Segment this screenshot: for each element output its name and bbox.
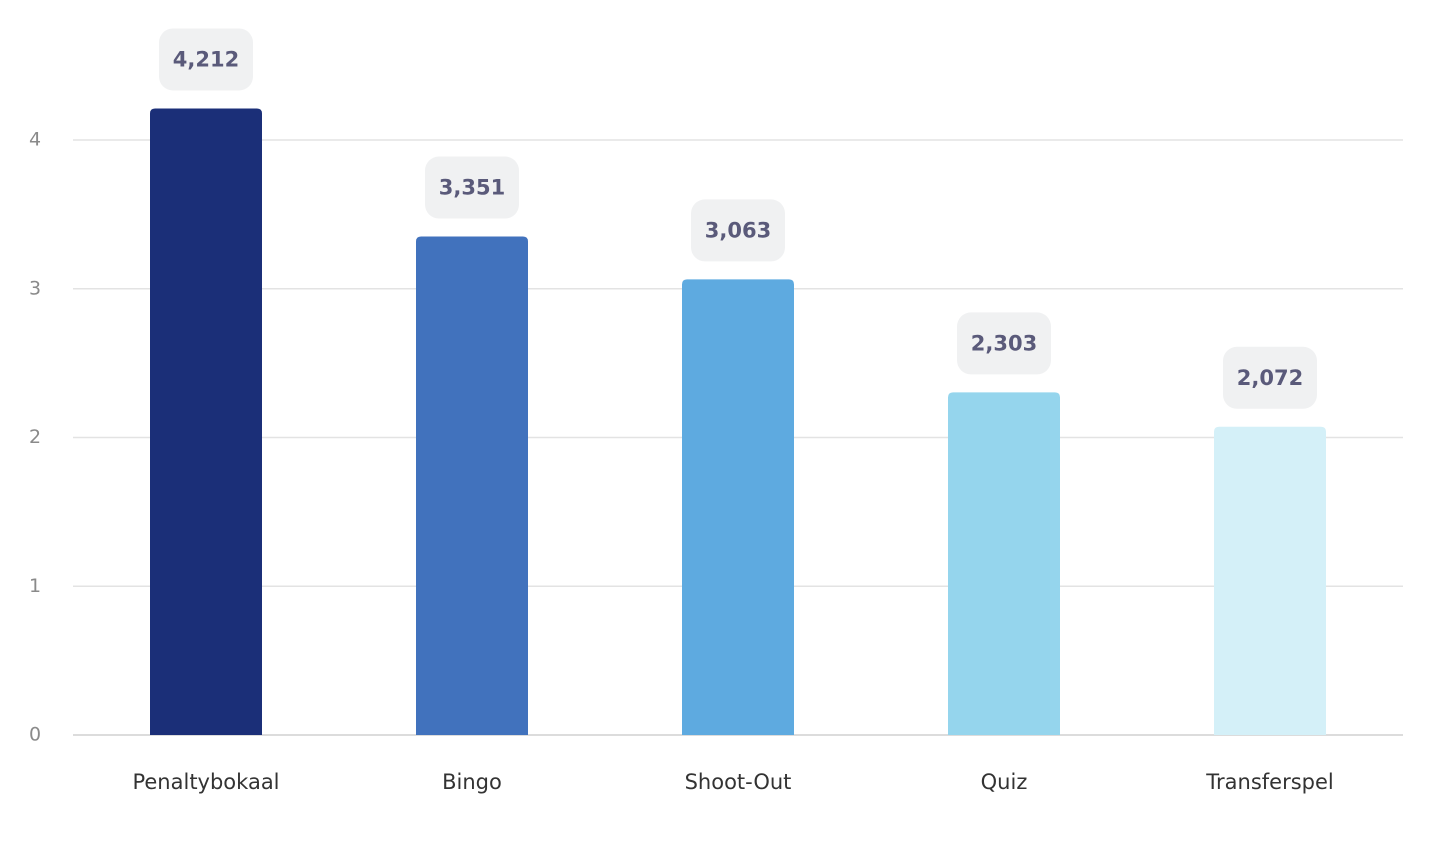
bar	[682, 279, 794, 735]
y-tick-label: 4	[29, 129, 41, 151]
value-label-box	[957, 312, 1051, 375]
value-label-box	[691, 199, 785, 262]
value-label-box	[425, 156, 519, 219]
y-tick-label: 3	[29, 277, 41, 299]
value-label: 4,212	[173, 47, 239, 71]
value-label: 2,072	[1237, 366, 1303, 390]
bar	[948, 392, 1060, 735]
x-tick-label: Quiz	[981, 770, 1028, 794]
y-tick-label: 1	[29, 575, 41, 597]
y-tick-label: 0	[29, 724, 41, 746]
bar	[1214, 426, 1326, 735]
bar	[416, 236, 528, 735]
x-tick-label: Penaltybokaal	[132, 770, 279, 794]
value-label-box	[159, 28, 253, 91]
value-label: 3,063	[705, 218, 771, 242]
x-tick-label: Bingo	[442, 770, 502, 794]
y-tick-label: 2	[29, 426, 41, 448]
value-label: 3,351	[439, 176, 505, 200]
bar	[150, 108, 262, 736]
x-tick-label: Shoot-Out	[685, 770, 792, 794]
value-label: 2,303	[971, 331, 1037, 355]
value-label-box	[1223, 346, 1317, 409]
x-tick-label: Transferspel	[1205, 770, 1333, 794]
